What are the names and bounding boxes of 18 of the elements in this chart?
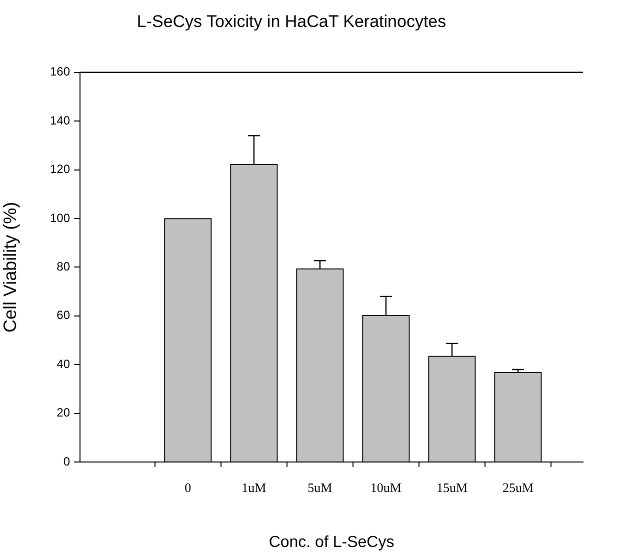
chart-title: L-SeCys Toxicity in HaCaT Keratinocytes xyxy=(136,12,446,31)
y-tick-label: 60 xyxy=(56,308,70,322)
x-tick-label: 1uM xyxy=(242,480,267,496)
y-axis-title: Cell Viability (%) xyxy=(0,202,20,333)
y-tick-label: 140 xyxy=(50,113,70,128)
y-tick-label: 0 xyxy=(63,454,70,468)
x-tick-label: 15uM xyxy=(436,480,468,496)
y-tick-label: 40 xyxy=(56,356,70,371)
y-tick-label: 100 xyxy=(50,210,70,225)
x-tick-label: 0 xyxy=(184,480,192,496)
y-tick-label: 80 xyxy=(56,260,70,274)
y-tick-label: 20 xyxy=(56,406,70,420)
y-tick-label: 120 xyxy=(50,162,70,176)
x-tick-label: 10uM xyxy=(370,480,402,496)
x-tick-label: 5uM xyxy=(308,480,333,496)
x-axis-title: Conc. of L-SeCys xyxy=(268,534,394,551)
x-tick-label: 25uM xyxy=(502,480,534,496)
y-tick-label: 160 xyxy=(50,64,70,79)
